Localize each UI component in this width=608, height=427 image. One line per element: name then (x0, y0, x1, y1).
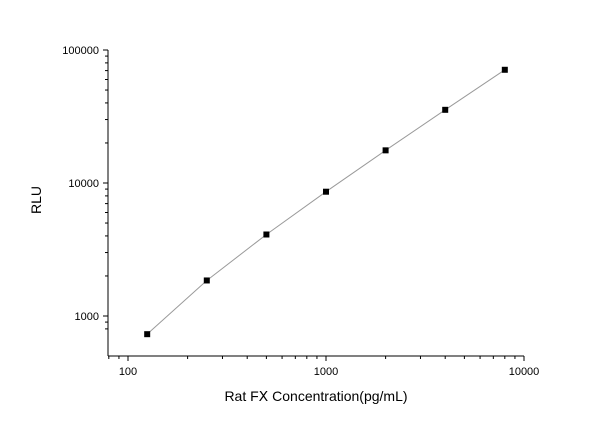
y-axis-title: RLU (28, 186, 44, 214)
data-point-marker (263, 231, 270, 238)
data-point-marker (442, 106, 449, 113)
x-tick-label: 1000 (314, 366, 338, 378)
data-point-marker (144, 331, 151, 338)
data-point-marker (203, 277, 210, 284)
axes: 100 1000 10000 1000 10000 100000 (62, 45, 539, 378)
fit-line (146, 69, 506, 335)
x-axis-title: Rat FⅩ Concentration(pg/mL) (224, 388, 407, 404)
data-points (144, 66, 508, 338)
y-tick-label: 1000 (75, 311, 99, 323)
curve-line (146, 69, 506, 335)
y-tick-label: 10000 (68, 178, 99, 190)
data-point-marker (501, 66, 508, 73)
data-point-marker (382, 147, 389, 154)
x-tick-label: 100 (119, 366, 137, 378)
data-point-marker (323, 188, 329, 195)
y-tick-label: 100000 (62, 45, 99, 57)
x-tick-label: 10000 (509, 366, 540, 378)
